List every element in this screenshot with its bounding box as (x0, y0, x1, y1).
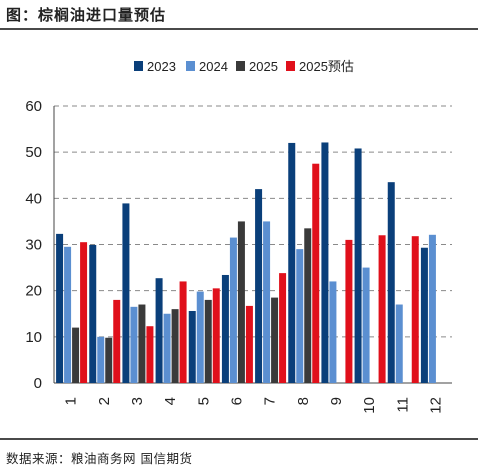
legend-label-2025预估: 2025预估 (299, 59, 354, 74)
bar-2025-2 (105, 337, 113, 383)
bar-2025预估-8 (312, 163, 320, 383)
x-tick-label: 11 (394, 397, 411, 413)
legend-swatch-2025 (236, 61, 245, 71)
bar-2023-9 (321, 142, 329, 383)
x-tick-label: 4 (162, 397, 179, 405)
bar-2024-1 (64, 246, 72, 383)
x-tick-label: 5 (195, 397, 212, 405)
y-tick-label: 0 (34, 375, 42, 392)
bar-2023-3 (122, 203, 130, 383)
bar-2025-7 (271, 297, 279, 383)
bar-2025-4 (171, 309, 179, 383)
bar-2024-8 (296, 249, 304, 383)
y-tick-label: 20 (25, 283, 42, 300)
bar-2024-3 (130, 306, 138, 383)
bar-2025-1 (72, 327, 80, 383)
bar-2025预估-10 (378, 235, 386, 383)
x-tick-label: 7 (262, 397, 279, 405)
x-tick-label: 12 (427, 397, 444, 414)
x-tick-label: 2 (96, 397, 113, 405)
y-tick-label: 50 (25, 144, 42, 161)
bar-2023-4 (155, 278, 163, 383)
bar-2023-10 (354, 148, 362, 383)
y-tick-label: 30 (25, 237, 42, 254)
bar-2023-8 (288, 142, 296, 383)
x-tick-label: 8 (295, 397, 312, 405)
legend-swatch-2024 (186, 61, 195, 71)
bar-2023-7 (255, 189, 263, 383)
bar-2023-2 (89, 244, 97, 383)
bar-2024-11 (395, 304, 403, 383)
legend-swatch-2025预估 (286, 61, 295, 71)
bar-2025预估-5 (212, 288, 220, 383)
bar-2024-4 (163, 313, 171, 383)
bar-2023-6 (221, 274, 229, 383)
bar-2024-12 (428, 234, 436, 383)
y-tick-label: 10 (25, 329, 42, 346)
x-tick-label: 3 (129, 397, 146, 405)
bar-2025预估-11 (411, 236, 419, 383)
x-tick-label: 9 (328, 397, 345, 405)
legend-label-2025: 2025 (249, 59, 278, 74)
legend-label-2024: 2024 (199, 59, 228, 74)
bar-2025预估-2 (113, 299, 121, 383)
bottom-divider (0, 438, 478, 440)
bar-2025-8 (304, 228, 312, 383)
legend-swatch-2023 (134, 61, 143, 71)
bar-2025预估-4 (179, 281, 187, 383)
bar-2025-3 (138, 304, 146, 383)
bar-2023-1 (56, 233, 64, 383)
bar-2023-12 (420, 247, 428, 383)
legend-label-2023: 2023 (147, 59, 176, 74)
bar-2025预估-9 (345, 239, 353, 383)
bar-2024-9 (329, 281, 337, 383)
bar-2023-11 (387, 182, 395, 383)
bar-2025预估-1 (80, 242, 88, 383)
chart-title: 图：棕榈油进口量预估 (6, 6, 167, 24)
bar-2025预估-6 (245, 305, 253, 383)
y-tick-label: 60 (25, 98, 42, 115)
bar-2025-5 (204, 299, 212, 383)
x-tick-label: 10 (361, 397, 378, 414)
bar-2024-2 (97, 336, 105, 383)
top-divider (0, 28, 478, 30)
bar-2025预估-3 (146, 326, 154, 383)
bar-2023-5 (188, 310, 196, 383)
bar-2025预估-7 (279, 273, 287, 383)
bar-2024-6 (229, 237, 237, 383)
y-tick-label: 40 (25, 190, 42, 207)
bar-2024-10 (362, 267, 370, 383)
x-tick-label: 1 (63, 397, 80, 405)
bar-2024-7 (263, 221, 271, 383)
x-tick-label: 6 (228, 397, 245, 405)
bar-2025-6 (237, 221, 245, 383)
bar-2024-5 (196, 291, 204, 383)
data-source: 数据来源：粮油商务网 国信期货 (6, 451, 193, 466)
